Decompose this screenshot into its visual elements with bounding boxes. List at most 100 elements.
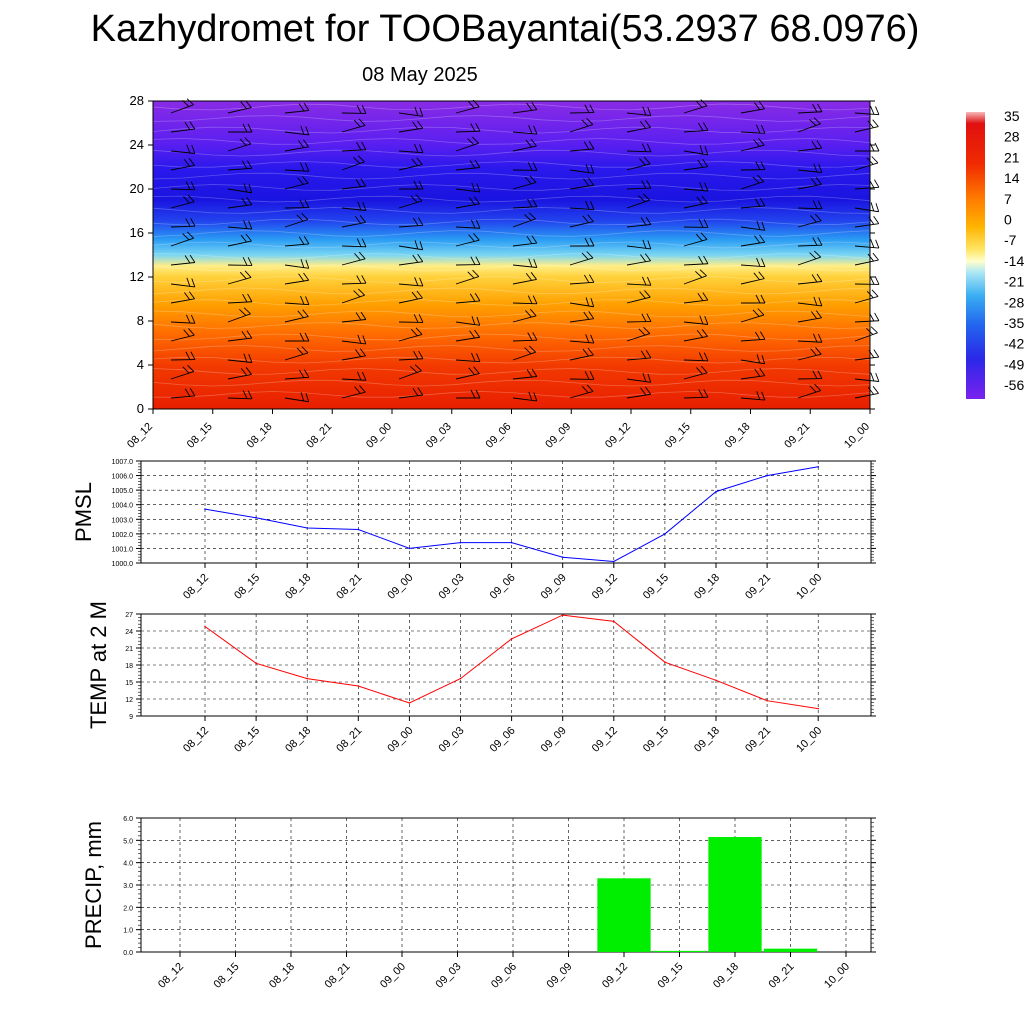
wind-barb [512,125,538,135]
wind-barb-flag [646,313,652,322]
wind-barb-flag [184,388,191,397]
precip-bar [652,950,707,952]
wind-barb-flag [871,289,879,297]
wind-barb-staff [284,279,309,285]
wind-barb [797,370,823,380]
wind-barb-staff [341,391,366,399]
wind-barb [341,201,367,211]
wind-barb [399,180,424,190]
wind-barb-flag [870,239,875,248]
data-point [561,556,564,558]
wind-barb-flag [467,138,475,146]
wind-barb-flag [419,107,424,117]
contour-line [152,115,871,122]
wind-barb-flag [414,364,422,372]
wind-barb-flag [696,367,703,375]
wind-barb [227,233,252,247]
wind-barb-flag [872,119,879,127]
wind-barb-staff [626,112,651,116]
wind-barb-flag [361,141,367,150]
wind-barb-flag [248,220,253,230]
wind-barb-staff [797,147,822,152]
wind-barb-staff [341,258,366,266]
wind-barb-flag [589,371,595,380]
wind-barb-staff [341,378,366,381]
wind-barb [683,232,708,247]
wind-barb-flag [305,126,310,136]
wind-barb [227,270,252,285]
wind-barb-staff [740,314,765,323]
y-axis-title: PRECIP, mm [81,821,106,949]
wind-barb-staff [284,243,309,247]
data-point [408,547,411,550]
wind-barb-flag [703,219,709,228]
contour-line [152,310,871,318]
wind-barb-staff [797,317,822,323]
heatmap-x-tick-label: 10_00 [842,421,872,451]
data-point [204,508,206,510]
wind-barb-staff [569,302,594,308]
wind-barb-flag [867,120,874,129]
wind-barb-staff [797,353,822,361]
wind-barb-staff [797,302,822,307]
wind-barb-staff [569,169,594,174]
wind-barb-staff [398,245,423,251]
wind-barb-staff [170,237,194,247]
wind-barb-staff [341,149,366,152]
x-tick-label: 09_21 [767,961,797,991]
wind-barb-flag [818,297,823,307]
wind-barb-flag [875,239,880,249]
y-axis-title: PMSL [71,482,96,542]
wind-barb-flag [468,101,475,109]
wind-barb-flag [873,349,880,358]
wind-barb-staff [683,275,707,285]
wind-barb [626,290,651,304]
wind-barb-flag [695,271,703,278]
wind-barb-staff [854,112,879,116]
wind-barb-flag [587,214,594,222]
wind-barb-staff [170,334,195,342]
wind-barb-flag [755,161,761,170]
wind-barb-flag [299,199,305,208]
wind-barb-staff [740,375,765,380]
wind-barb-flag [532,198,538,207]
wind-barb-staff [512,131,537,135]
panel-frame [140,613,872,717]
wind-barb [797,103,823,114]
wind-barb [341,178,367,190]
wind-barb-staff [797,340,822,343]
wind-barb [227,160,253,171]
wind-barb-staff [227,313,251,323]
wind-barb [284,236,310,247]
wind-barb-staff [683,150,708,156]
wind-barb [170,328,195,342]
wind-barb-flag [811,311,818,319]
wind-barb-flag [190,351,196,360]
wind-barb-staff [683,188,708,192]
wind-barb [512,258,538,268]
wind-barb-flag [189,388,196,397]
wind-barb-staff [227,143,252,152]
wind-barb-staff [854,295,879,304]
contour-line [152,345,871,352]
wind-barb-staff [626,187,652,190]
wind-barb [626,143,652,153]
wind-barb [227,183,253,194]
wind-barb [797,163,823,173]
wind-barb-staff [398,200,423,209]
wind-barb-flag [304,332,310,342]
panel-frame [140,460,872,564]
wind-barb-flag [361,371,367,381]
wind-barb-flag [248,353,253,363]
wind-barb-flag [760,124,766,134]
heatmap-y-tick-label: 28 [130,93,144,108]
wind-barb-staff [227,301,252,304]
wind-barb-staff [740,181,764,190]
x-tick-label: 09_00 [385,572,415,602]
contour-line [152,230,871,237]
heatmap-x-tick-label: 09_06 [484,421,514,451]
wind-barb-flag [531,235,538,244]
wind-barb-flag [639,291,646,299]
wind-barb-flag [190,218,196,227]
